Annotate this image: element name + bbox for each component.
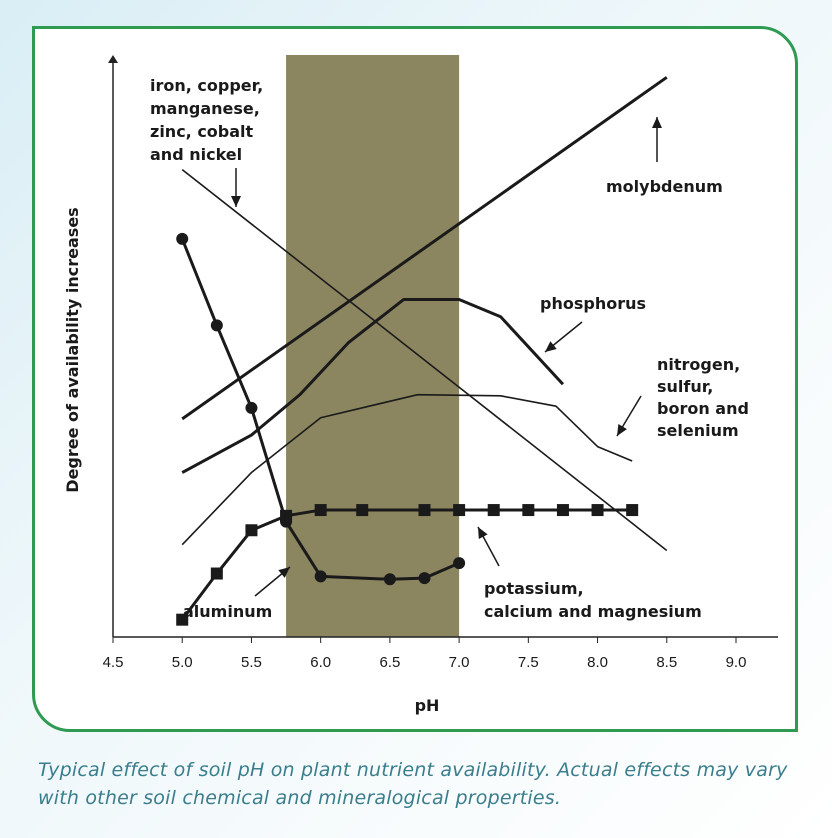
series-point-circle <box>245 401 258 414</box>
nitrogen-sulfur-label: nitrogen, <box>657 355 740 374</box>
x-tick-label: 5.5 <box>241 654 262 671</box>
phosphorus-arrowhead <box>545 341 557 352</box>
caption-line-2: with other soil chemical and mineralogic… <box>38 787 562 809</box>
series-point-square <box>591 504 604 517</box>
series-line-2 <box>181 297 565 474</box>
series-point-square <box>176 613 189 626</box>
aluminum-arrowhead <box>278 567 290 578</box>
series-point-square <box>210 567 223 580</box>
x-tick-label: 6.0 <box>310 654 331 671</box>
aluminum-label: aluminum <box>183 602 272 621</box>
series-point-circle <box>280 515 293 528</box>
x-tick-label: 7.0 <box>449 654 470 671</box>
series-line-1 <box>181 169 668 552</box>
series-line-0 <box>181 76 668 421</box>
optimum-ph-band <box>286 55 460 637</box>
iron-copper-arrowhead <box>231 196 241 207</box>
nitrogen-sulfur-label: boron and <box>657 399 749 418</box>
series-point-circle <box>418 572 431 585</box>
x-axis-title: pH <box>415 696 440 715</box>
nitrogen-sulfur-label: selenium <box>657 421 739 440</box>
series-point-circle <box>383 573 396 586</box>
series-point-square <box>356 504 369 517</box>
series-point-square <box>418 504 431 517</box>
potassium-calcium-label: calcium and magnesium <box>484 602 702 621</box>
molybdenum-arrowhead <box>652 117 662 128</box>
x-tick-label: 5.0 <box>172 654 193 671</box>
x-tick-label: 7.5 <box>518 654 539 671</box>
molybdenum-label: molybdenum <box>606 177 723 196</box>
figure-caption: Typical effect of soil pH on plant nutri… <box>38 756 818 812</box>
y-axis-arrowhead <box>108 55 118 63</box>
series-point-circle <box>314 570 327 583</box>
series-point-square <box>487 504 500 517</box>
x-tick-label: 6.5 <box>379 654 400 671</box>
series-point-square <box>522 504 535 517</box>
series-point-square <box>245 524 258 537</box>
nitrogen-sulfur-arrowhead <box>617 423 627 436</box>
x-tick-label: 4.5 <box>103 654 124 671</box>
potassium-calcium-arrowhead <box>478 527 488 540</box>
chart: 4.5 5.0 5.5 6.0 6.5 7.0 7.5 8.0 8.5 9.0 pH Degree o… <box>63 55 778 715</box>
potassium-calcium-label: potassium, <box>484 579 584 598</box>
series-point-square <box>626 504 639 517</box>
iron-copper-label: and nickel <box>150 145 242 164</box>
y-axis-title: Degree of availability increases <box>63 207 82 492</box>
series-point-circle <box>210 319 223 332</box>
series-point-square <box>453 504 466 517</box>
series-point-square <box>314 504 327 517</box>
iron-copper-label: manganese, <box>150 99 260 118</box>
x-tick-label: 9.0 <box>726 654 747 671</box>
nitrogen-sulfur-label: sulfur, <box>657 377 713 396</box>
series-line-3 <box>181 393 633 546</box>
x-tick-label: 8.0 <box>587 654 608 671</box>
iron-copper-label: iron, copper, <box>150 76 263 95</box>
x-tick-label: 8.5 <box>656 654 677 671</box>
iron-copper-label: zinc, cobalt <box>150 122 254 141</box>
caption-line-1: Typical effect of soil pH on plant nutri… <box>38 759 788 781</box>
series-point-circle <box>176 232 189 245</box>
series-point-circle <box>453 557 466 570</box>
phosphorus-label: phosphorus <box>540 294 646 313</box>
series-point-square <box>556 504 569 517</box>
